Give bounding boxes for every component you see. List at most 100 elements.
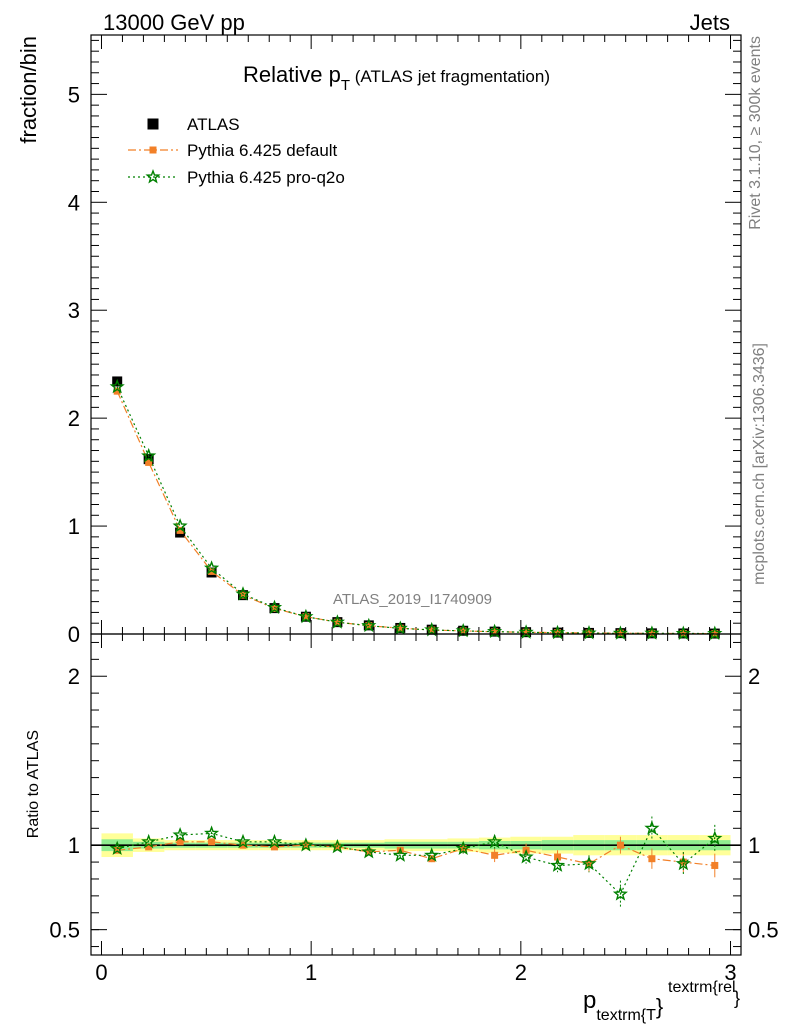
pro-q2o-data-point [581,625,597,640]
pro-q2o-data-point [361,617,377,633]
y-tick-label: 4 [68,190,80,215]
pro-q2o-ratio-point [203,825,220,840]
pro-q2o-ratio-point [675,855,691,871]
default-data-point [585,629,593,637]
chart-title-main: Relative p [243,62,341,87]
default-ratio-point [176,838,184,846]
pro-q2o-ratio-point [361,843,377,859]
pro-q2o-data-point [329,614,346,629]
legend-entry-label: Pythia 6.425 pro-q2o [187,168,345,187]
ratio-y-axis-label: Ratio to ATLAS [25,730,42,838]
pro-q2o-ratio-point [266,833,283,849]
pro-q2o-data-point [424,621,440,637]
default-series-line [116,390,715,635]
legend: ATLAS Pythia 6.425 default Pythia 6.425 pr… [128,115,345,187]
chart-title-subscript: T [341,77,350,94]
default-ratio-point [616,841,624,849]
ratio-y-tick-label-right: 0.5 [748,918,779,943]
default-ratio-line [117,841,715,867]
pro-q2o-ratio-point [141,833,157,849]
ratio-y-tick-label: 1 [68,833,80,858]
y-tick-label: 5 [68,82,80,107]
default-data-point [145,458,153,466]
pro-q2o-ratio-point [172,827,188,842]
x-axis-label-main: p [583,987,596,1014]
default-data-point [176,526,184,534]
ratio-panel-frame [90,633,742,956]
chart-title: Relative pT (ATLAS jet fragmentation) [243,62,550,94]
ratio-panel: 0 1 2 3 0.5 0.5 1 1 2 2 [49,633,779,985]
pro-q2o-ratio-point [707,830,723,845]
pro-q2o-ratio-point [455,840,471,855]
pro-q2o-data-point [549,624,566,640]
pro-q2o-data-point [203,560,220,575]
pro-q2o-ratio-point [581,855,597,871]
default-ratio-point [208,838,216,846]
pro-q2o-ratio-point [518,849,534,864]
ratio-y-tick-label: 0.5 [49,918,80,943]
x-axis-label-subscript: textrm{T [596,1007,656,1024]
y-tick-label: 1 [68,514,80,539]
pro-q2o-data-point [172,518,188,533]
default-data-point [491,628,499,636]
y-tick-label: 0 [68,622,80,647]
default-ratio-point [270,843,278,851]
pro-q2o-data-point [612,625,628,640]
pro-q2o-data-point [235,586,251,601]
default-ratio-point [145,843,153,851]
default-data-point [396,624,404,632]
default-data-point [270,604,278,612]
x-axis-label-superscript-text: textrm{rel [668,979,736,996]
pro-q2o-ratio-point [424,847,440,862]
header-left-label: 13000 GeV pp [103,10,245,35]
pro-q2o-ratio-point [109,840,125,855]
header-right-label: Jets [690,10,730,35]
pro-q2o-ratio-point [644,820,660,835]
default-data-point [616,629,624,637]
pro-q2o-ratio-point [235,833,251,849]
y-axis-label: fraction/bin [16,36,41,144]
y-tick-label: 2 [68,406,80,431]
default-ratio-point [365,848,373,856]
pro-q2o-ratio-point [549,857,566,872]
pro-q2o-ratio-point [298,837,314,852]
pro-q2o-data-point [141,447,157,463]
pro-q2o-data-point [644,625,660,640]
x-axis-label-superscript: textrm{rel [668,979,736,996]
y-tick-label: 3 [68,298,80,323]
legend-atlas-marker [147,118,159,130]
default-ratio-point [491,851,499,859]
x-axis-label-brace: } [656,994,663,1019]
pro-q2o-data-point [675,625,691,641]
x-axis-label-superscript-brace: } [734,988,740,1008]
default-ratio-point [648,855,656,863]
default-data-point [113,387,121,395]
legend-entry-label: ATLAS [187,115,240,134]
pro-q2o-data-point [707,625,723,640]
default-ratio-point [679,858,687,866]
pro-q2o-data-point [298,608,314,624]
legend-entry-label: Pythia 6.425 default [187,141,338,160]
default-ratio-point [113,846,121,854]
pro-q2o-data-point [392,620,408,635]
default-data-point [522,628,530,636]
mcplots-credit-label: mcplots.cern.ch [arXiv:1306.3436] [751,343,768,585]
pro-q2o-ratio-point [392,847,408,862]
pro-q2o-ratio-point [329,838,345,854]
default-ratio-point [428,855,436,863]
pro-q2o-data-point [109,378,125,394]
x-tick-label: 3 [724,960,736,985]
default-data-point [302,613,310,621]
legend-pro-q2o-marker [145,169,161,184]
x-tick-label: 0 [95,960,107,985]
ratio-y-tick-label-right: 2 [748,664,760,689]
legend-default-marker [149,146,157,154]
x-axis-label: ptextrm{T} [583,987,663,1024]
default-ratio-point [239,841,247,849]
default-ratio-point [711,861,719,869]
ratio-y-tick-label-right: 1 [748,833,760,858]
default-data-point [239,591,247,599]
main-panel: 0 1 2 3 4 5 [68,34,742,647]
x-tick-label: 1 [305,960,317,985]
